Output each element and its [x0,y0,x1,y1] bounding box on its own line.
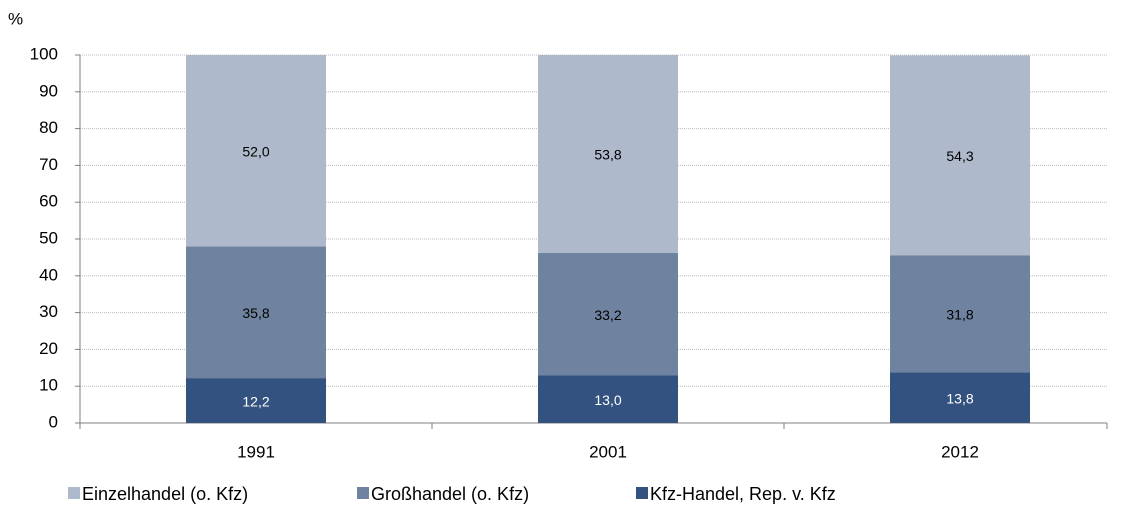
legend-label: Großhandel (o. Kfz) [371,484,529,504]
legend-swatch [357,487,369,499]
x-tick-label: 2012 [941,442,979,461]
y-tick-label: 40 [39,265,58,284]
data-label: 35,8 [242,305,269,321]
legend-swatch [68,487,80,499]
bar-segment [186,246,326,379]
y-tick-label: 80 [39,118,58,137]
legend-swatch [636,487,648,499]
bar-segment [890,55,1030,256]
y-tick-label: 20 [39,339,58,358]
bar-segment [890,255,1030,373]
bar-segment [538,375,678,423]
y-tick-label: 70 [39,155,58,174]
legend-label: Einzelhandel (o. Kfz) [82,484,248,504]
y-tick-label: 90 [39,81,58,100]
y-tick-label: 30 [39,302,58,321]
data-label: 33,2 [594,307,621,323]
data-label: 52,0 [242,143,269,159]
y-tick-label: 60 [39,192,58,211]
bar-segment [538,55,678,253]
data-label: 13,8 [946,390,973,406]
y-tick-label: 0 [49,412,58,431]
bar-segment [186,378,326,423]
bar-segment [538,252,678,376]
data-label: 53,8 [594,147,621,163]
x-tick-label: 2001 [589,442,627,461]
data-label: 54,3 [946,148,973,164]
data-label: 12,2 [242,393,269,409]
y-unit: % [8,9,23,28]
data-label: 13,0 [594,392,621,408]
bar-segment [186,55,326,247]
y-tick-label: 10 [39,376,58,395]
bar-segment [890,372,1030,423]
legend-label: Kfz-Handel, Rep. v. Kfz [650,484,836,504]
y-tick-label: 50 [39,228,58,247]
y-tick-label: 100 [30,44,58,63]
data-label: 31,8 [946,306,973,322]
x-tick-label: 1991 [237,442,275,461]
